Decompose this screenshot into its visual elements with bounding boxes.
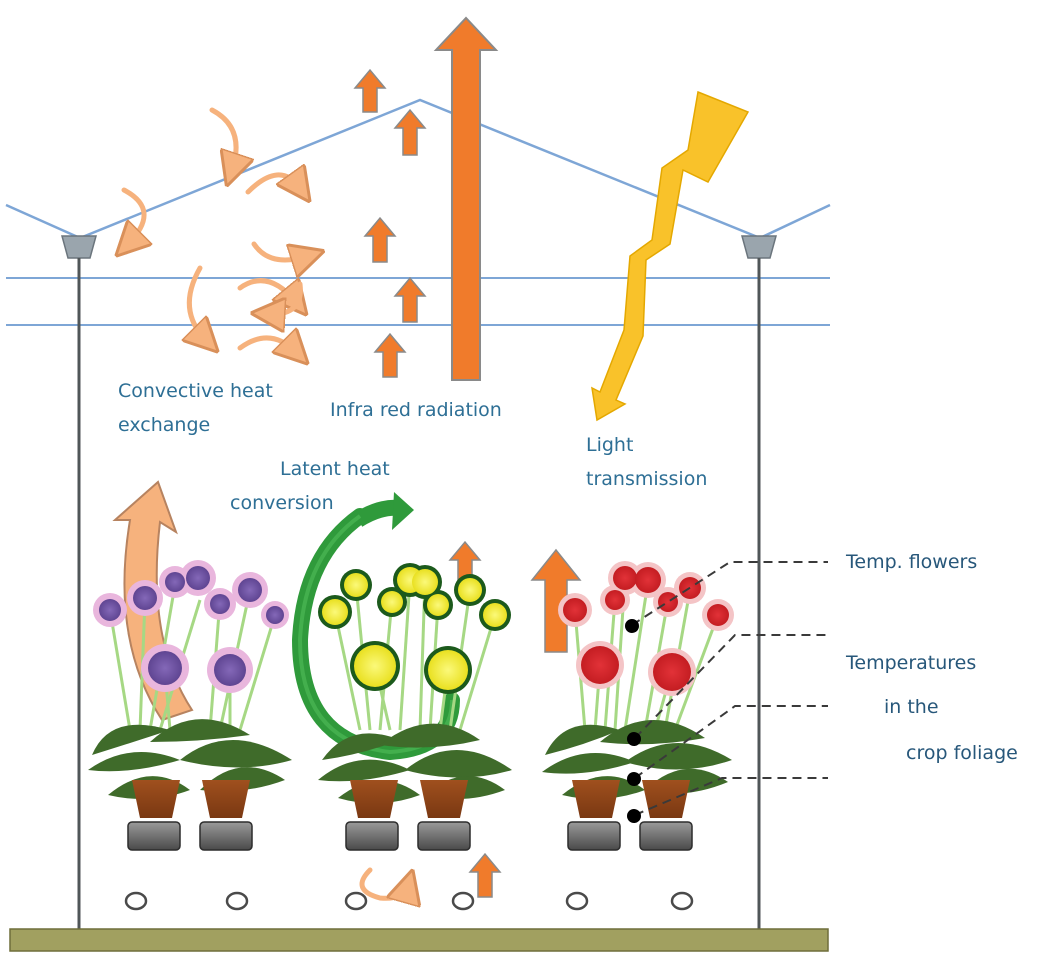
plant-group-yellow bbox=[318, 563, 512, 851]
light-arrow bbox=[591, 90, 750, 422]
label-temp-flowers: Temp. flowers bbox=[846, 551, 978, 573]
label-convective-heat-line1: Convective heat bbox=[118, 380, 273, 402]
label-light-line1: Light bbox=[586, 434, 634, 456]
label-infrared-radiation: Infra red radiation bbox=[330, 399, 502, 421]
sensor-leader-lines bbox=[631, 561, 828, 816]
convective-arrows bbox=[124, 107, 408, 898]
heating-pipes bbox=[124, 891, 694, 911]
label-latent-heat-line2: conversion bbox=[230, 492, 334, 514]
upward-heat-arrows bbox=[353, 68, 582, 898]
label-latent-heat-line1: Latent heat bbox=[280, 458, 390, 480]
label-convective-heat-line2: exchange bbox=[118, 414, 211, 436]
ground-slab bbox=[9, 928, 829, 952]
label-foliage-line3: crop foliage bbox=[906, 742, 1018, 764]
roof bbox=[5, 98, 831, 326]
plant-group-red bbox=[542, 561, 734, 851]
greenhouse-posts bbox=[77, 258, 761, 930]
label-foliage-line1: Temperatures bbox=[846, 652, 977, 674]
sensor-dots bbox=[625, 619, 641, 823]
label-light-line2: transmission bbox=[586, 468, 708, 490]
roof-gutter bbox=[61, 235, 777, 259]
infrared-arrow bbox=[433, 16, 499, 381]
plant-group-purple bbox=[88, 560, 292, 851]
label-foliage-line2: in the bbox=[884, 696, 939, 718]
